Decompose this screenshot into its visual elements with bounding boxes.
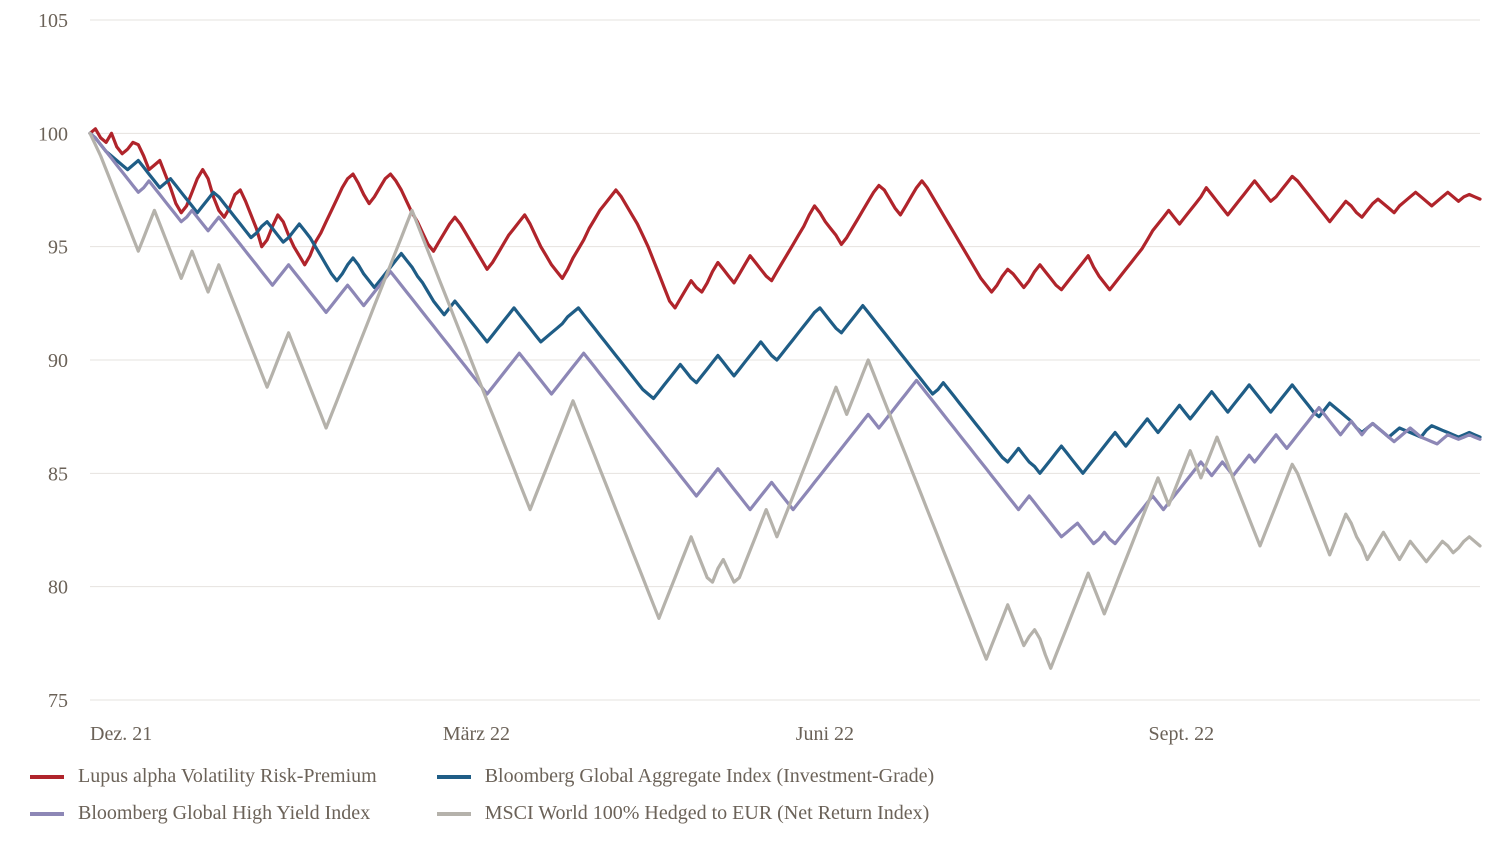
performance-chart: 75 80 85 90 95 100 105 Dez. 21 März 22 Juni 22 Sep…	[0, 0, 1500, 843]
legend-label-bbg_hy: Bloomberg Global High Yield Index	[78, 802, 370, 825]
svg-text:105: 105	[38, 10, 68, 32]
legend-swatch-lupus	[30, 775, 64, 779]
legend-item-lupus: Lupus alpha Volatility Risk-Premium	[30, 765, 377, 788]
legend-item-msci: MSCI World 100% Hedged to EUR (Net Retur…	[437, 802, 935, 825]
chart-legend: Lupus alpha Volatility Risk-Premium Bloom…	[30, 765, 934, 825]
legend-swatch-msci	[437, 812, 471, 816]
legend-label-msci: MSCI World 100% Hedged to EUR (Net Retur…	[485, 802, 930, 825]
legend-swatch-bbg_agg	[437, 775, 471, 779]
legend-item-bbg_agg: Bloomberg Global Aggregate Index (Invest…	[437, 765, 935, 788]
svg-text:75: 75	[48, 690, 68, 712]
svg-text:100: 100	[38, 123, 68, 145]
svg-text:80: 80	[48, 577, 68, 599]
legend-label-lupus: Lupus alpha Volatility Risk-Premium	[78, 765, 377, 788]
svg-text:85: 85	[48, 463, 68, 485]
svg-text:Juni 22: Juni 22	[796, 723, 854, 745]
legend-label-bbg_agg: Bloomberg Global Aggregate Index (Invest…	[485, 765, 935, 788]
svg-text:März 22: März 22	[443, 723, 510, 745]
svg-text:95: 95	[48, 237, 68, 259]
legend-swatch-bbg_hy	[30, 812, 64, 816]
svg-text:Sept. 22: Sept. 22	[1149, 723, 1215, 745]
legend-item-bbg_hy: Bloomberg Global High Yield Index	[30, 802, 377, 825]
svg-text:Dez. 21: Dez. 21	[90, 723, 152, 745]
chart-svg: 75 80 85 90 95 100 105 Dez. 21 März 22 Juni 22 Sep…	[0, 0, 1500, 843]
svg-text:90: 90	[48, 350, 68, 372]
